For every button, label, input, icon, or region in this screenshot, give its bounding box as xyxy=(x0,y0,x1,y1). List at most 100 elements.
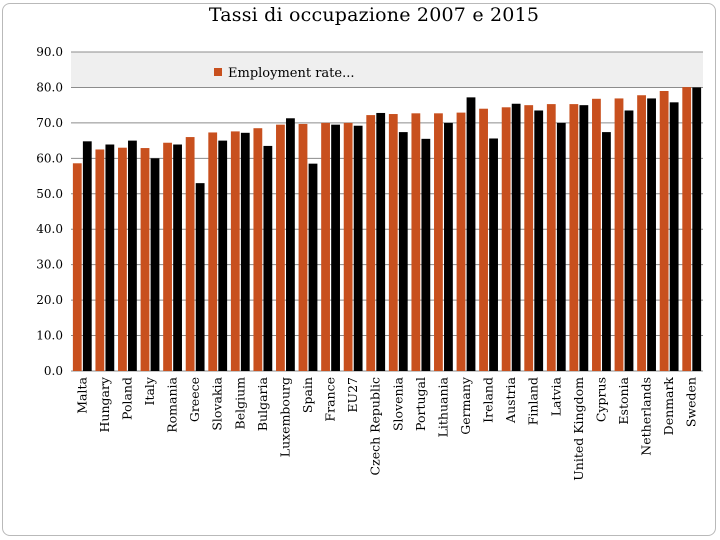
x-tick-label: Cyprus xyxy=(593,377,608,422)
x-tick-label: Bulgaria xyxy=(255,376,270,431)
x-tick-label: France xyxy=(323,377,338,422)
bar xyxy=(353,125,363,371)
bar xyxy=(669,102,679,371)
x-tick-label: Portugal xyxy=(413,377,428,431)
bar xyxy=(456,112,466,372)
x-tick-label: Hungary xyxy=(97,376,112,432)
x-tick-label: Denmark xyxy=(661,377,676,436)
x-tick-label: Romania xyxy=(165,376,180,432)
x-tick-label: Germany xyxy=(458,376,473,435)
bar xyxy=(208,132,218,371)
x-tick-label: Slovakia xyxy=(210,376,225,430)
bar xyxy=(376,112,386,371)
x-tick-label: United Kingdom xyxy=(571,377,586,481)
x-tick-label: Latvia xyxy=(548,376,563,416)
bar xyxy=(579,105,589,372)
bar xyxy=(466,97,476,371)
bar xyxy=(276,124,285,372)
x-tick-label: Poland xyxy=(119,377,134,420)
x-tick-label: Slovenia xyxy=(390,376,405,431)
x-tick-label: Belgium xyxy=(232,377,247,430)
bar xyxy=(569,104,579,371)
bar xyxy=(398,132,408,371)
y-tick-label: 30.0 xyxy=(36,258,63,272)
bar xyxy=(286,118,295,371)
bar xyxy=(128,140,137,371)
bar xyxy=(72,163,82,371)
y-tick-label: 60.0 xyxy=(36,151,63,165)
bar xyxy=(163,142,172,371)
bar xyxy=(592,98,601,371)
bar xyxy=(556,122,566,371)
x-tick-label: Netherlands xyxy=(639,377,654,456)
x-tick-label: Sweden xyxy=(684,377,699,427)
bar xyxy=(659,90,669,371)
slide-frame xyxy=(2,3,716,536)
bar xyxy=(308,163,318,371)
x-tick-label: Austria xyxy=(503,376,518,423)
bar xyxy=(240,132,250,371)
bar xyxy=(411,113,421,372)
x-tick-label: Spain xyxy=(300,377,315,413)
bar xyxy=(602,132,611,371)
plot-band xyxy=(71,52,703,88)
legend-label: Employment rate... xyxy=(228,66,355,81)
x-tick-label: Luxembourg xyxy=(277,377,292,457)
x-tick-label: Italy xyxy=(142,376,157,405)
bar xyxy=(331,124,340,372)
y-tick-label: 50.0 xyxy=(36,187,63,201)
legend-swatch xyxy=(214,68,222,76)
bar xyxy=(173,144,182,371)
x-tick-label: EU27 xyxy=(345,377,360,413)
bar xyxy=(195,183,205,371)
bar xyxy=(185,137,195,371)
bar xyxy=(511,103,521,371)
x-tick-label: Czech Republic xyxy=(368,377,383,475)
bar xyxy=(546,104,556,371)
bar xyxy=(82,141,92,371)
bar xyxy=(263,145,273,371)
y-tick-label: 0.0 xyxy=(44,364,63,378)
x-tick-label: Greece xyxy=(187,377,202,422)
bar xyxy=(647,98,656,371)
y-tick-label: 40.0 xyxy=(36,222,63,236)
bar xyxy=(624,110,634,371)
bar xyxy=(501,107,511,371)
x-tick-label: Estonia xyxy=(616,376,631,424)
bar xyxy=(534,110,544,371)
bar xyxy=(444,122,453,371)
bar xyxy=(118,147,127,371)
bar xyxy=(421,138,431,371)
bar xyxy=(343,122,353,371)
x-tick-label: Finland xyxy=(526,377,541,425)
bar xyxy=(489,138,498,371)
bar xyxy=(218,140,228,371)
x-tick-label: Lithuania xyxy=(435,376,450,437)
y-tick-label: 70.0 xyxy=(36,116,63,130)
bar xyxy=(253,128,263,371)
y-tick-label: 20.0 xyxy=(36,293,63,307)
bar xyxy=(366,115,376,371)
y-tick-label: 80.0 xyxy=(36,80,63,94)
bar xyxy=(230,131,240,371)
bar xyxy=(388,114,398,372)
bar xyxy=(105,144,115,371)
chart-title: Tassi di occupazione 2007 e 2015 xyxy=(208,4,540,26)
y-tick-label: 90.0 xyxy=(36,45,63,59)
bar xyxy=(150,158,160,371)
bar xyxy=(434,113,443,372)
bar xyxy=(692,87,702,371)
x-tick-label: Ireland xyxy=(481,377,496,423)
bar xyxy=(95,149,105,371)
bar xyxy=(524,105,534,372)
bar xyxy=(637,95,646,372)
bar xyxy=(321,122,330,371)
bar xyxy=(614,98,624,371)
bar xyxy=(140,148,150,371)
y-tick-label: 10.0 xyxy=(36,329,63,343)
bar xyxy=(682,87,692,371)
bar xyxy=(479,108,488,371)
bar xyxy=(298,123,308,371)
x-tick-label: Malta xyxy=(74,376,89,413)
